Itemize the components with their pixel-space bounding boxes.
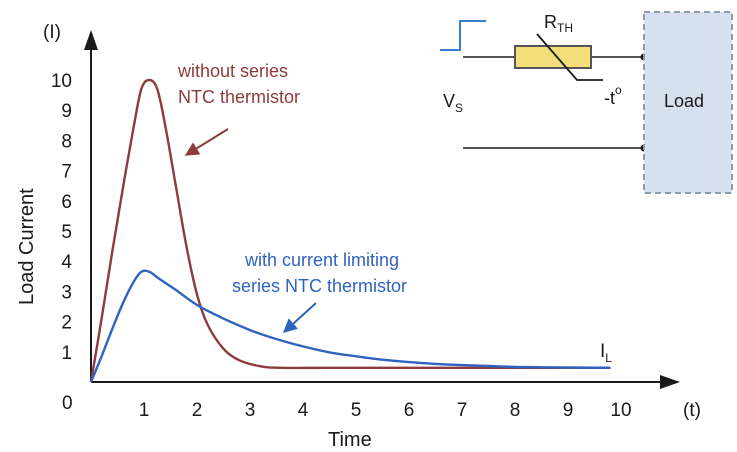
x-tick-label: 3 <box>245 400 256 421</box>
y-tick-label: 10 <box>51 71 72 92</box>
x-tick-label: 1 <box>139 400 150 421</box>
y-tick-label: 5 <box>61 222 72 243</box>
with-thermistor-note-line2: series NTC thermistor <box>232 276 407 296</box>
without-thermistor-pointer-arrow <box>184 128 229 156</box>
y-tick-label: 3 <box>61 282 72 303</box>
x-tick-label: 4 <box>298 400 309 421</box>
x-tick-label: 6 <box>404 400 415 421</box>
y-tick-label: 2 <box>61 313 72 334</box>
x-tick-label: 2 <box>192 400 203 421</box>
thermistor-slash <box>536 33 603 81</box>
x-axis-arrow <box>660 375 680 389</box>
vs-label: VS <box>443 91 463 115</box>
y-tick-label: 1 <box>61 343 72 364</box>
load-label: Load <box>664 91 704 111</box>
without-thermistor-note-line2: NTC thermistor <box>178 87 300 107</box>
axes <box>84 30 680 389</box>
y-tick-label: 4 <box>61 252 72 273</box>
temperature-label: -to <box>604 83 622 108</box>
x-tick-label: 5 <box>351 400 362 421</box>
y-axis-arrow <box>84 30 98 50</box>
x-tick-labels: 1 2 3 4 5 6 7 8 9 10 <box>139 400 632 421</box>
x-tick-label: 10 <box>610 400 631 421</box>
without-thermistor-note-line1: without series <box>177 61 288 81</box>
y-tick-label: 8 <box>61 131 72 152</box>
y-tick-labels: 1 2 3 4 5 6 7 8 9 10 <box>51 71 73 364</box>
with-thermistor-note-line1: with current limiting <box>244 250 399 270</box>
circuit-schematic: Load RTH -to VS <box>440 11 733 194</box>
curve-without-thermistor <box>89 78 611 383</box>
x-tick-label: 9 <box>563 400 574 421</box>
load-current-il-label: IL <box>600 341 612 365</box>
y-tick-label: 7 <box>61 162 72 183</box>
step-voltage-symbol <box>440 20 486 51</box>
x-axis-title: Time <box>328 429 372 451</box>
origin-label: 0 <box>62 393 73 414</box>
x-unit-label: (t) <box>683 400 701 421</box>
y-tick-label: 6 <box>61 192 72 213</box>
curves <box>89 78 611 383</box>
x-tick-label: 7 <box>457 400 468 421</box>
x-tick-label: 8 <box>510 400 521 421</box>
rth-label: RTH <box>544 12 573 35</box>
y-axis-title: Load Current <box>16 188 38 305</box>
thermistor-resistor <box>514 45 592 69</box>
y-unit-label: (I) <box>43 22 61 43</box>
curve-with-thermistor <box>89 269 611 383</box>
with-thermistor-pointer-arrow <box>282 302 317 333</box>
load-box <box>643 11 733 194</box>
y-tick-label: 9 <box>61 101 72 122</box>
